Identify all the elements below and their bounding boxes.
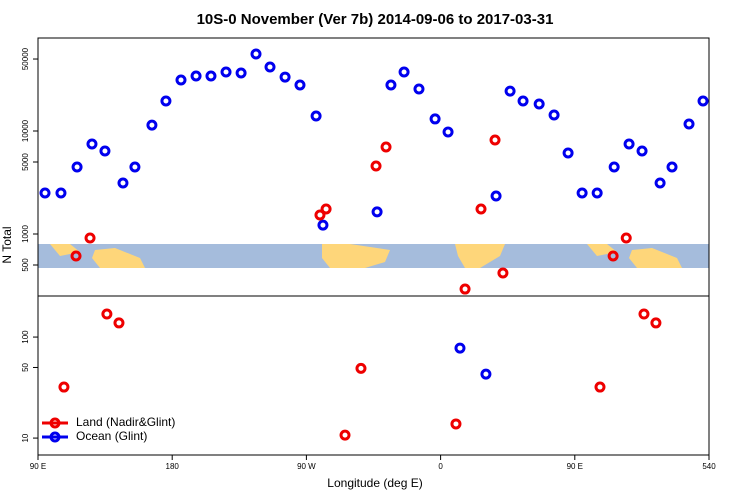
legend-item: Ocean (Glint) [42, 429, 147, 443]
point [117, 177, 129, 189]
point [370, 160, 382, 172]
point [39, 187, 51, 199]
point [654, 177, 666, 189]
point [533, 98, 545, 110]
point [190, 70, 202, 82]
point [591, 187, 603, 199]
point [129, 161, 141, 173]
y-tick-label: 1000 [21, 225, 30, 243]
point [608, 161, 620, 173]
y-axis-label: N Total [0, 226, 14, 263]
point [294, 79, 306, 91]
point [146, 119, 158, 131]
point [264, 61, 276, 73]
point [58, 381, 70, 393]
point [562, 147, 574, 159]
point [175, 74, 187, 86]
y-tick-label: 5000 [21, 153, 30, 171]
y-tick-label: 500 [21, 258, 30, 272]
point [317, 219, 329, 231]
point [429, 113, 441, 125]
point [250, 48, 262, 60]
point [683, 118, 695, 130]
point [310, 110, 322, 122]
legend-item: Land (Nadir&Glint) [42, 415, 175, 429]
y-tick-label: 50 [21, 362, 30, 371]
point [385, 79, 397, 91]
point [475, 203, 487, 215]
legend-label: Ocean (Glint) [76, 429, 147, 443]
x-tick-label: 540 [702, 462, 716, 471]
point [70, 250, 82, 262]
point [413, 83, 425, 95]
point [697, 95, 709, 107]
point [650, 317, 662, 329]
point [220, 66, 232, 78]
y-tick-label: 10 [21, 433, 30, 442]
point [55, 187, 67, 199]
point [666, 161, 678, 173]
point [355, 362, 367, 374]
point [620, 232, 632, 244]
point [398, 66, 410, 78]
y-tick-label: 10000 [21, 119, 30, 142]
bottom-panel-frame [37, 295, 710, 456]
x-tick-label: 180 [166, 462, 180, 471]
point [594, 381, 606, 393]
point [497, 267, 509, 279]
point [459, 283, 471, 295]
chart-title: 10S-0 November (Ver 7b) 2014-09-06 to 20… [197, 11, 554, 28]
legend-marker [49, 431, 61, 443]
point [607, 250, 619, 262]
point [489, 134, 501, 146]
legend-marker [49, 417, 61, 429]
legend-label: Land (Nadir&Glint) [76, 415, 175, 429]
x-tick-label: 0 [438, 462, 443, 471]
map-strip [38, 244, 709, 268]
point [235, 67, 247, 79]
point [160, 95, 172, 107]
point [86, 138, 98, 150]
point [101, 308, 113, 320]
point [99, 145, 111, 157]
point [636, 145, 648, 157]
x-tick-label: 90 E [30, 462, 46, 471]
point [84, 232, 96, 244]
point [623, 138, 635, 150]
point [490, 190, 502, 202]
point [576, 187, 588, 199]
point [339, 429, 351, 441]
point [371, 206, 383, 218]
point [314, 209, 326, 221]
point [638, 308, 650, 320]
y-tick-label: 50000 [21, 47, 30, 70]
point [113, 317, 125, 329]
point [480, 368, 492, 380]
point [205, 70, 217, 82]
point [548, 109, 560, 121]
point [517, 95, 529, 107]
x-tick-label: 90 E [567, 462, 583, 471]
x-axis-label: Longitude (deg E) [327, 476, 422, 490]
point [454, 342, 466, 354]
y-tick-label: 100 [21, 330, 30, 344]
point [442, 126, 454, 138]
point [504, 85, 516, 97]
x-tick-label: 90 W [297, 462, 316, 471]
point [71, 161, 83, 173]
point [450, 418, 462, 430]
point [320, 203, 332, 215]
point [279, 71, 291, 83]
point [380, 141, 392, 153]
